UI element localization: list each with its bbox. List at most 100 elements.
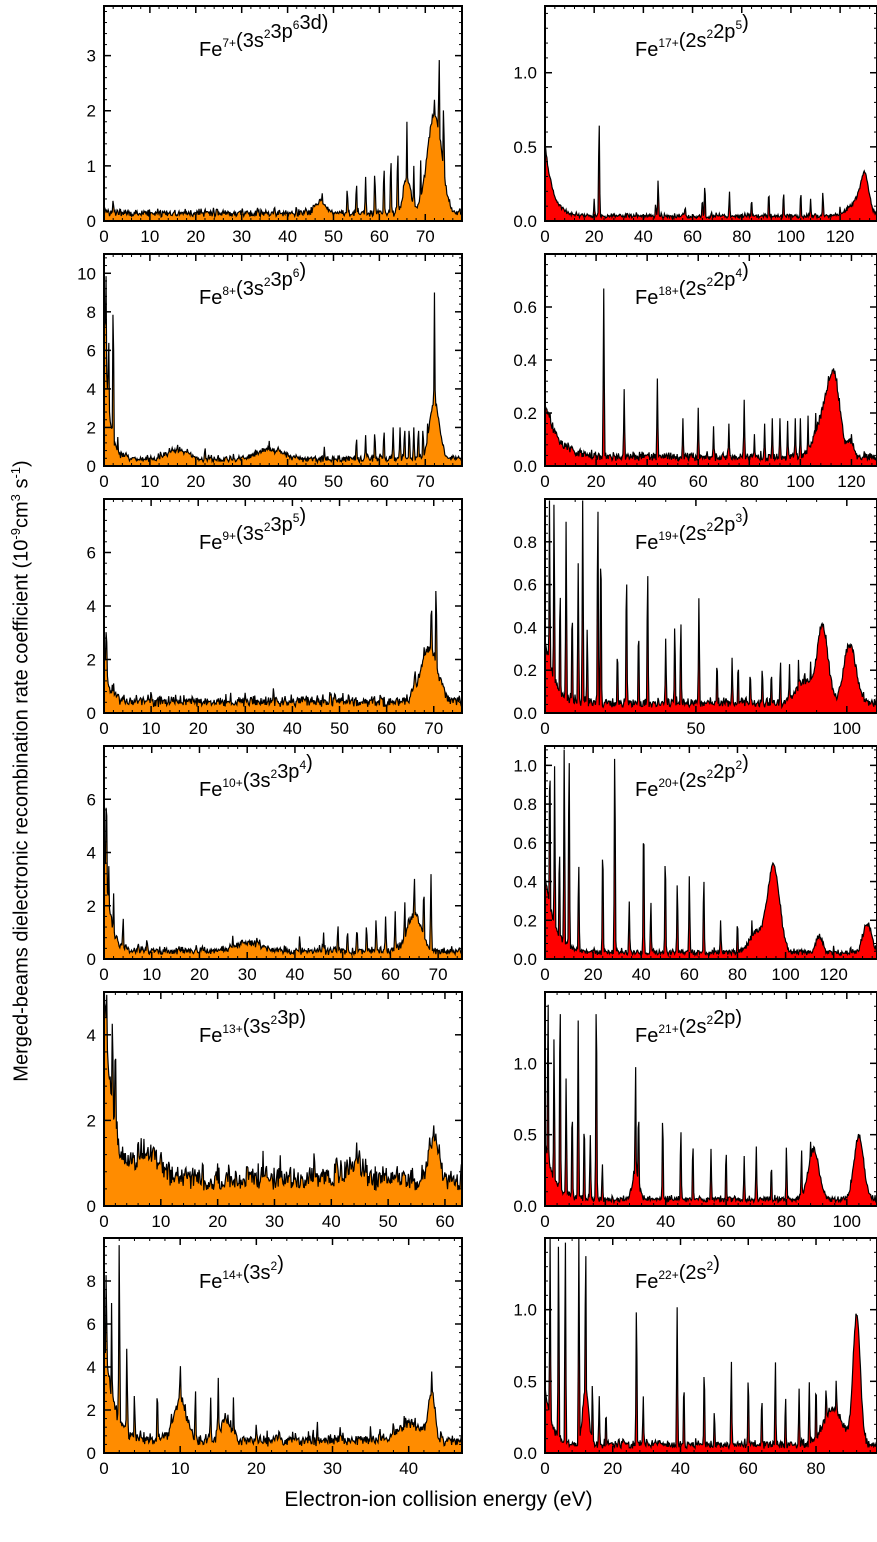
x-tick-label: 120 (837, 472, 865, 491)
y-tick-label: 0.5 (513, 138, 537, 157)
y-tick-label: 0.8 (513, 795, 537, 814)
y-tick-label: 6 (87, 341, 96, 360)
y-tick-label: 4 (87, 1026, 96, 1045)
series-22+ (545, 1238, 877, 1453)
x-tick-label: 30 (265, 1212, 284, 1231)
y-tick-label: 4 (87, 597, 96, 616)
spectrum-fill (545, 749, 877, 959)
x-tick-label: 50 (686, 719, 705, 738)
x-tick-label: 80 (740, 472, 759, 491)
y-tick-label: 0.2 (513, 404, 537, 423)
x-tick-label: 60 (717, 1212, 736, 1231)
y-tick-label: 10 (77, 264, 96, 283)
x-tick-label: 50 (379, 1212, 398, 1231)
y-tick-label: 2 (87, 418, 96, 437)
x-tick-label: 0 (540, 227, 549, 246)
plot-frame (544, 991, 877, 1207)
x-tick-label: 10 (142, 965, 161, 984)
x-tick-label: 20 (584, 965, 603, 984)
y-tick-label: 0.8 (513, 533, 537, 552)
y-tick-label: 0.5 (513, 1126, 537, 1145)
panel-title: Fe8+(3s23p6) (199, 260, 306, 309)
panel-7+: 0 10 20 30 40 50 60 70 0 1 2 3 Fe7+(3s23p63d) (87, 5, 463, 246)
x-tick-label: 60 (683, 227, 702, 246)
panel-19+: 0 50 100 0.0 0.2 0.4 0.6 0.8 Fe19+(2s22p3) (513, 498, 877, 738)
spectrum-line (545, 288, 877, 463)
x-tick-label: 20 (189, 719, 208, 738)
x-tick-label: 40 (278, 227, 297, 246)
plot-frame (544, 498, 877, 714)
x-tick-label: 20 (208, 1212, 227, 1231)
x-tick-label: 0 (99, 227, 108, 246)
x-tick-label: 0 (540, 1212, 549, 1231)
x-tick-label: 30 (236, 719, 255, 738)
y-tick-label: 4 (87, 844, 96, 863)
panel-20+: 0 20 40 60 80 100 120 0.0 0.2 0.4 0.6 0.8 1.0 Fe20+(2… (513, 745, 877, 984)
x-tick-label: 20 (603, 1459, 622, 1478)
x-tick-label: 0 (540, 719, 549, 738)
x-tick-label: 30 (232, 227, 251, 246)
y-tick-label: 0 (87, 704, 96, 723)
y-tick-label: 0 (87, 950, 96, 969)
x-tick-label: 70 (416, 227, 435, 246)
x-tick-label: 40 (285, 965, 304, 984)
y-tick-label: 1.0 (513, 64, 537, 83)
panel-title: Fe14+(3s2) (199, 1253, 284, 1293)
y-tick-label: 0.6 (513, 834, 537, 853)
x-axis-label: Electron-ion collision energy (eV) (284, 1488, 593, 1511)
y-tick-label: 8 (87, 303, 96, 322)
x-tick-label: 20 (585, 227, 604, 246)
x-tick-label: 10 (140, 227, 159, 246)
y-tick-label: 3 (87, 47, 96, 66)
y-tick-label: 0.0 (513, 1197, 537, 1216)
x-tick-label: 50 (324, 472, 343, 491)
plot-frame (103, 5, 463, 222)
series-20+ (545, 749, 877, 959)
panel-13+: 0 10 20 30 40 50 60 0 2 4 Fe13+(3s23p) (87, 991, 463, 1231)
y-tick-label: 4 (87, 1358, 96, 1377)
x-tick-label: 0 (540, 965, 549, 984)
x-tick-label: 0 (99, 1459, 108, 1478)
y-tick-label: 2 (87, 897, 96, 916)
x-tick-label: 80 (728, 965, 747, 984)
spectrum-fill (545, 288, 877, 466)
plot-frame (544, 745, 877, 960)
panel-title: Fe10+(3s23p4) (199, 752, 313, 801)
y-tick-label: 1 (87, 157, 96, 176)
x-tick-label: 60 (370, 227, 389, 246)
x-tick-label: 10 (140, 472, 159, 491)
x-tick-label: 100 (771, 965, 799, 984)
panel-title: Fe17+(2s22p5) (635, 12, 749, 61)
panel-21+: 0 20 40 60 80 100 0.0 0.5 1.0 Fe21+(2s22p) (513, 991, 877, 1231)
x-tick-label: 60 (377, 719, 396, 738)
spectrum-fill (104, 591, 462, 713)
y-tick-label: 0.6 (513, 298, 537, 317)
panel-18+: 0 20 40 60 80 100 120 0.0 0.2 0.4 0.6 Fe18+(2s22p4) (513, 253, 877, 491)
y-tick-label: 1.0 (513, 1054, 537, 1073)
y-axis-label-text: Merged-beams dielectronic recombination … (7, 460, 33, 1082)
x-tick-label: 40 (278, 472, 297, 491)
y-tick-label: 0.6 (513, 576, 537, 595)
x-tick-label: 40 (638, 472, 657, 491)
plot-frame (103, 253, 463, 467)
x-tick-label: 60 (381, 965, 400, 984)
spectrum-fill (104, 60, 462, 221)
y-tick-label: 0.4 (513, 618, 537, 637)
x-tick-label: 50 (330, 719, 349, 738)
spectrum-line (104, 591, 462, 709)
x-tick-label: 60 (435, 1212, 454, 1231)
spectrum-line (104, 992, 462, 1191)
x-tick-label: 100 (777, 227, 805, 246)
plot-frame (103, 991, 463, 1207)
y-tick-label: 0.0 (513, 1444, 537, 1463)
x-tick-label: 40 (399, 1459, 418, 1478)
x-tick-label: 50 (324, 227, 343, 246)
y-tick-label: 0.2 (513, 911, 537, 930)
x-tick-label: 60 (739, 1459, 758, 1478)
x-tick-label: 30 (323, 1459, 342, 1478)
y-tick-label: 2 (87, 1111, 96, 1130)
panel-8+: 0 10 20 30 40 50 60 70 0 2 4 6 8 10 Fe8+(3s23p6) (77, 253, 463, 491)
x-tick-label: 80 (732, 227, 751, 246)
x-tick-label: 30 (232, 472, 251, 491)
plot-frame (544, 1237, 877, 1454)
